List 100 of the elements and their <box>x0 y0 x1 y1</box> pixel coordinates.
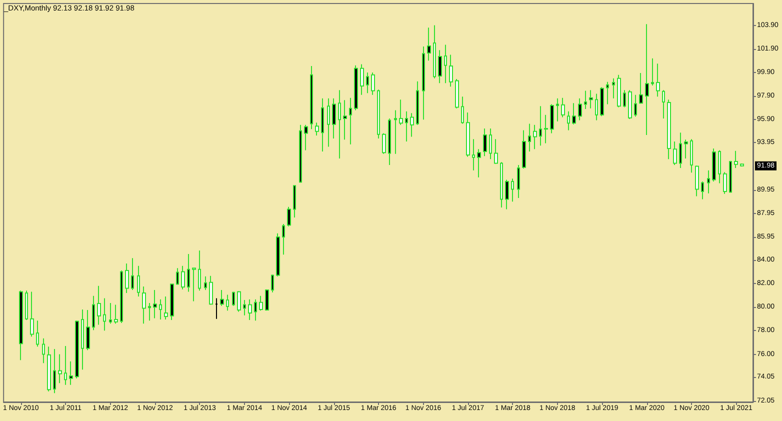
candlestick <box>226 294 229 312</box>
candlestick <box>248 298 252 321</box>
candlestick <box>533 124 537 150</box>
candlestick <box>433 24 436 79</box>
candlestick <box>466 112 470 158</box>
candlestick <box>449 54 453 88</box>
candlestick <box>92 295 95 331</box>
candlestick <box>612 78 615 99</box>
candlestick <box>321 98 324 152</box>
candlestick <box>651 58 654 86</box>
candlestick <box>595 93 598 121</box>
candlestick <box>740 162 744 168</box>
candlestick <box>707 170 710 194</box>
candlestick <box>69 360 73 386</box>
candlestick <box>36 320 39 348</box>
candlestick <box>483 128 487 157</box>
candlestick <box>410 112 414 138</box>
candlestick <box>628 90 632 120</box>
candlestick <box>561 97 565 118</box>
candlestick <box>131 258 134 290</box>
candlestick <box>125 262 129 294</box>
candlestick <box>81 308 84 370</box>
candlestick <box>159 298 162 320</box>
candlestick <box>695 165 699 197</box>
candlestick <box>176 268 179 286</box>
candlestick <box>19 290 23 361</box>
candlestick <box>723 172 727 194</box>
candlestick <box>729 160 732 194</box>
candlestick <box>315 122 319 136</box>
candlestick <box>505 179 509 210</box>
candlestick <box>192 267 196 302</box>
candlestick <box>220 289 224 306</box>
candlestick <box>170 284 174 321</box>
candlestick <box>86 310 90 351</box>
candlestick <box>64 346 67 386</box>
candlestick <box>718 150 721 184</box>
candlestick <box>539 106 542 146</box>
candlestick <box>142 286 146 324</box>
candlestick <box>349 97 352 145</box>
candlestick <box>623 90 626 108</box>
candlestick <box>287 206 291 227</box>
candlestick <box>489 128 492 160</box>
candlestick <box>338 90 341 160</box>
candlestick <box>293 184 296 218</box>
candlestick <box>30 291 34 338</box>
candlestick <box>589 90 593 109</box>
candlestick <box>567 110 570 131</box>
candlestick <box>265 288 269 312</box>
candlestick <box>667 99 671 160</box>
candlestick <box>137 265 140 297</box>
candlestick <box>209 275 213 306</box>
candlestick <box>181 265 185 290</box>
candlestick <box>399 99 403 126</box>
candlestick <box>259 295 263 312</box>
candlestick <box>58 354 62 384</box>
candlestick <box>299 124 302 184</box>
candlestick <box>472 138 475 171</box>
candlestick <box>645 24 649 136</box>
candlestick <box>198 250 201 292</box>
candlestick <box>639 72 643 104</box>
candlestick <box>153 289 157 319</box>
candlestick <box>47 346 51 392</box>
candlestick <box>120 270 123 324</box>
candlestick <box>97 285 101 326</box>
candlestick <box>187 254 190 292</box>
candlestick <box>617 74 621 108</box>
candlestick <box>422 46 425 120</box>
candlestick <box>366 72 369 94</box>
candlestick <box>109 302 112 324</box>
candlestick <box>377 89 380 139</box>
candlestick <box>388 118 391 166</box>
candlestick <box>701 181 704 200</box>
candlestick <box>204 276 207 290</box>
candlestick <box>455 78 459 109</box>
candlestick <box>25 290 28 321</box>
candlestick <box>662 90 665 119</box>
candlestick <box>712 148 716 182</box>
candlestick <box>114 304 118 324</box>
candlestick <box>500 162 503 208</box>
candlestick <box>282 223 285 256</box>
candlestick <box>600 86 604 117</box>
candlestick <box>438 50 442 84</box>
candlestick <box>371 72 375 96</box>
candlestick <box>572 102 576 125</box>
candlestick <box>237 290 241 312</box>
candlestick <box>254 298 257 322</box>
candlestick <box>550 104 554 134</box>
candlestick <box>511 178 514 202</box>
candlestick <box>360 64 364 96</box>
candlestick <box>304 124 308 151</box>
candlestick <box>327 98 330 148</box>
candlestick <box>276 232 280 277</box>
candlestick <box>405 110 408 142</box>
candlestick <box>243 300 246 316</box>
candlestick <box>354 64 358 111</box>
candlestick <box>461 96 464 124</box>
candlestick <box>734 150 738 168</box>
candlestick <box>684 139 688 160</box>
candlestick <box>215 298 218 320</box>
candlestick <box>332 98 336 139</box>
